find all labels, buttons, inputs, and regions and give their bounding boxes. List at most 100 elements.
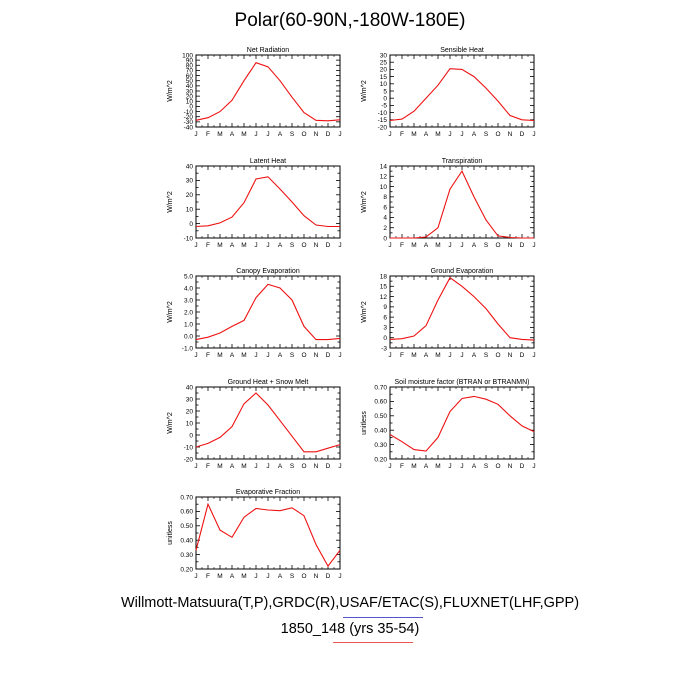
y-tick-label: 20 (186, 408, 194, 415)
x-tick-label: A (278, 242, 283, 249)
x-tick-label: M (411, 352, 416, 359)
y-tick-label: -30 (184, 119, 194, 126)
y-tick-label: 12 (380, 174, 388, 181)
x-tick-label: D (520, 463, 525, 470)
x-tick-label: D (326, 352, 331, 359)
y-axis-label: W/m^2 (167, 301, 174, 323)
plot-frame (195, 54, 341, 128)
x-tick-label: A (424, 131, 429, 138)
x-tick-label: A (230, 463, 235, 470)
x-tick-label: M (217, 463, 222, 470)
case-caption: 1850_148 (yrs 35-54) (280, 621, 420, 637)
y-tick-label: 0.20 (374, 456, 387, 463)
y-tick-label: 25 (380, 60, 388, 67)
y-tick-label: -15 (378, 117, 388, 124)
y-tick-label: 20 (186, 93, 194, 100)
underline-blue (343, 617, 423, 618)
x-tick-label: J (460, 131, 463, 138)
chart-title: Net Radiation (247, 47, 290, 54)
y-axis-label: W/m^2 (361, 301, 368, 323)
chart-panel: Soil moisture factor (BTRAN or BTRANMN) J… (361, 379, 536, 470)
series-line (195, 62, 341, 122)
y-tick-label: 0.30 (180, 552, 193, 559)
x-tick-label: J (532, 131, 535, 138)
y-tick-label: 0.60 (374, 399, 387, 406)
x-tick-label: J (194, 242, 197, 249)
plot-frame (195, 275, 341, 349)
y-tick-label: 0.0 (184, 333, 193, 340)
y-axis-label: W/m^2 (167, 412, 174, 434)
y-tick-label: 60 (186, 73, 194, 80)
x-tick-label: J (532, 242, 535, 249)
chart-title: Transpiration (442, 158, 483, 165)
y-axis-label: W/m^2 (167, 80, 174, 102)
x-tick-label: A (230, 352, 235, 359)
y-tick-label: 6 (383, 204, 387, 211)
y-tick-label: -5 (381, 103, 387, 110)
y-tick-label: 90 (186, 57, 194, 64)
x-tick-label: J (266, 573, 269, 580)
y-tick-label: 40 (186, 83, 194, 90)
x-tick-label: F (206, 352, 210, 359)
y-tick-label: -20 (378, 124, 388, 131)
x-tick-label: A (424, 242, 429, 249)
x-tick-label: J (388, 463, 391, 470)
x-tick-label: S (484, 352, 489, 359)
x-tick-label: M (217, 242, 222, 249)
x-tick-label: S (484, 242, 489, 249)
x-tick-label: J (254, 573, 257, 580)
y-axis-label: W/m^2 (167, 191, 174, 213)
x-tick-label: A (230, 242, 235, 249)
y-tick-label: 5 (383, 88, 387, 95)
x-tick-label: M (411, 131, 416, 138)
y-tick-label: 20 (380, 67, 388, 74)
x-tick-label: S (484, 463, 489, 470)
x-tick-label: F (400, 131, 404, 138)
y-tick-label: -20 (184, 456, 194, 463)
y-tick-label: 10 (380, 81, 388, 88)
x-tick-label: S (290, 463, 295, 470)
x-tick-label: O (495, 463, 500, 470)
y-tick-label: 10 (186, 207, 194, 214)
x-tick-label: J (194, 463, 197, 470)
x-tick-label: A (472, 242, 477, 249)
series-line (389, 276, 535, 341)
x-tick-label: D (520, 131, 525, 138)
x-tick-label: M (241, 573, 246, 580)
y-tick-label: 0.40 (180, 538, 193, 545)
x-tick-label: J (448, 242, 451, 249)
y-tick-label: 0.50 (180, 523, 193, 530)
x-tick-label: J (194, 352, 197, 359)
x-tick-label: J (254, 463, 257, 470)
y-tick-label: 0 (383, 235, 387, 242)
x-tick-label: M (241, 352, 246, 359)
x-tick-label: O (495, 131, 500, 138)
y-tick-label: 2 (383, 225, 387, 232)
y-tick-label: 10 (380, 184, 388, 191)
y-tick-label: 12 (380, 294, 388, 301)
x-tick-label: O (301, 131, 306, 138)
y-axis-label: W/m^2 (361, 191, 368, 213)
y-tick-label: 4.0 (184, 285, 193, 292)
chart-title: Latent Heat (250, 158, 286, 165)
y-tick-label: 70 (186, 68, 194, 75)
y-tick-label: 0.70 (180, 494, 193, 501)
y-axis-label: unitless (361, 411, 368, 435)
x-tick-label: J (194, 573, 197, 580)
x-tick-label: S (290, 242, 295, 249)
y-tick-label: 0 (189, 104, 193, 111)
x-tick-label: O (301, 242, 306, 249)
y-tick-label: -20 (184, 114, 194, 121)
plot-frame (195, 386, 341, 460)
y-tick-label: 0 (383, 335, 387, 342)
x-tick-label: S (290, 131, 295, 138)
x-tick-label: M (241, 463, 246, 470)
x-tick-label: D (326, 131, 331, 138)
y-tick-label: 20 (186, 192, 194, 199)
x-tick-label: A (230, 573, 235, 580)
